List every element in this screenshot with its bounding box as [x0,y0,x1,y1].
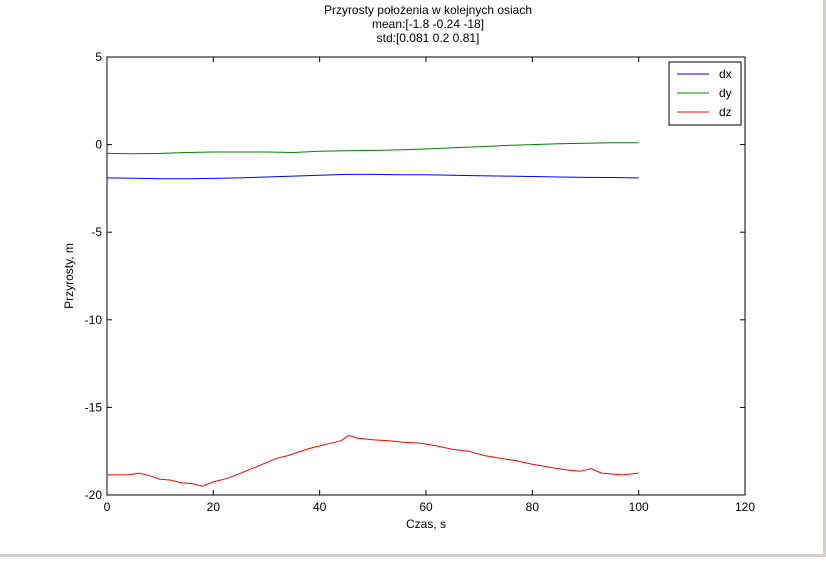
chart-subtitle-std: std:[0.081 0.2 0.81] [377,31,480,45]
y-tick-label: -5 [91,225,102,239]
chart-title: Przyrosty położenia w kolejnych osiach [324,3,532,17]
plot-area [106,56,746,496]
x-tick-label: 0 [104,500,111,514]
x-tick-label: 20 [207,500,221,514]
legend-label-dz: dz [719,105,732,119]
series-line-dy [106,142,639,155]
y-tick-label: -15 [85,400,103,414]
chart-subtitle-mean: mean:[-1.8 -0.24 -18] [372,17,484,31]
y-tick-label: -10 [85,313,103,327]
x-axis-label: Czas, s [406,517,446,531]
chart-legend: dx dy dz [668,61,742,126]
series-line-dz [107,434,639,487]
window-edge-right [823,0,826,557]
legend-label-dx: dx [719,67,732,81]
series-line-dx [106,173,639,180]
x-tick-label: 120 [735,500,755,514]
y-tick-label: 0 [95,138,102,152]
y-tick-label: 5 [95,50,102,64]
x-tick-label: 100 [629,500,649,514]
y-axis-label: Przyrosty, m [62,243,76,309]
y-tick-label: -20 [85,488,103,502]
legend-label-dy: dy [719,86,732,100]
window-edge-bottom [0,554,826,557]
x-tick-label: 40 [313,500,327,514]
x-tick-label: 60 [419,500,433,514]
series-lines [106,142,639,487]
axis-ticks: 0 20 40 60 80 100 120 -20 -15 -10 -5 0 5 [85,50,756,514]
x-tick-label: 80 [526,500,540,514]
